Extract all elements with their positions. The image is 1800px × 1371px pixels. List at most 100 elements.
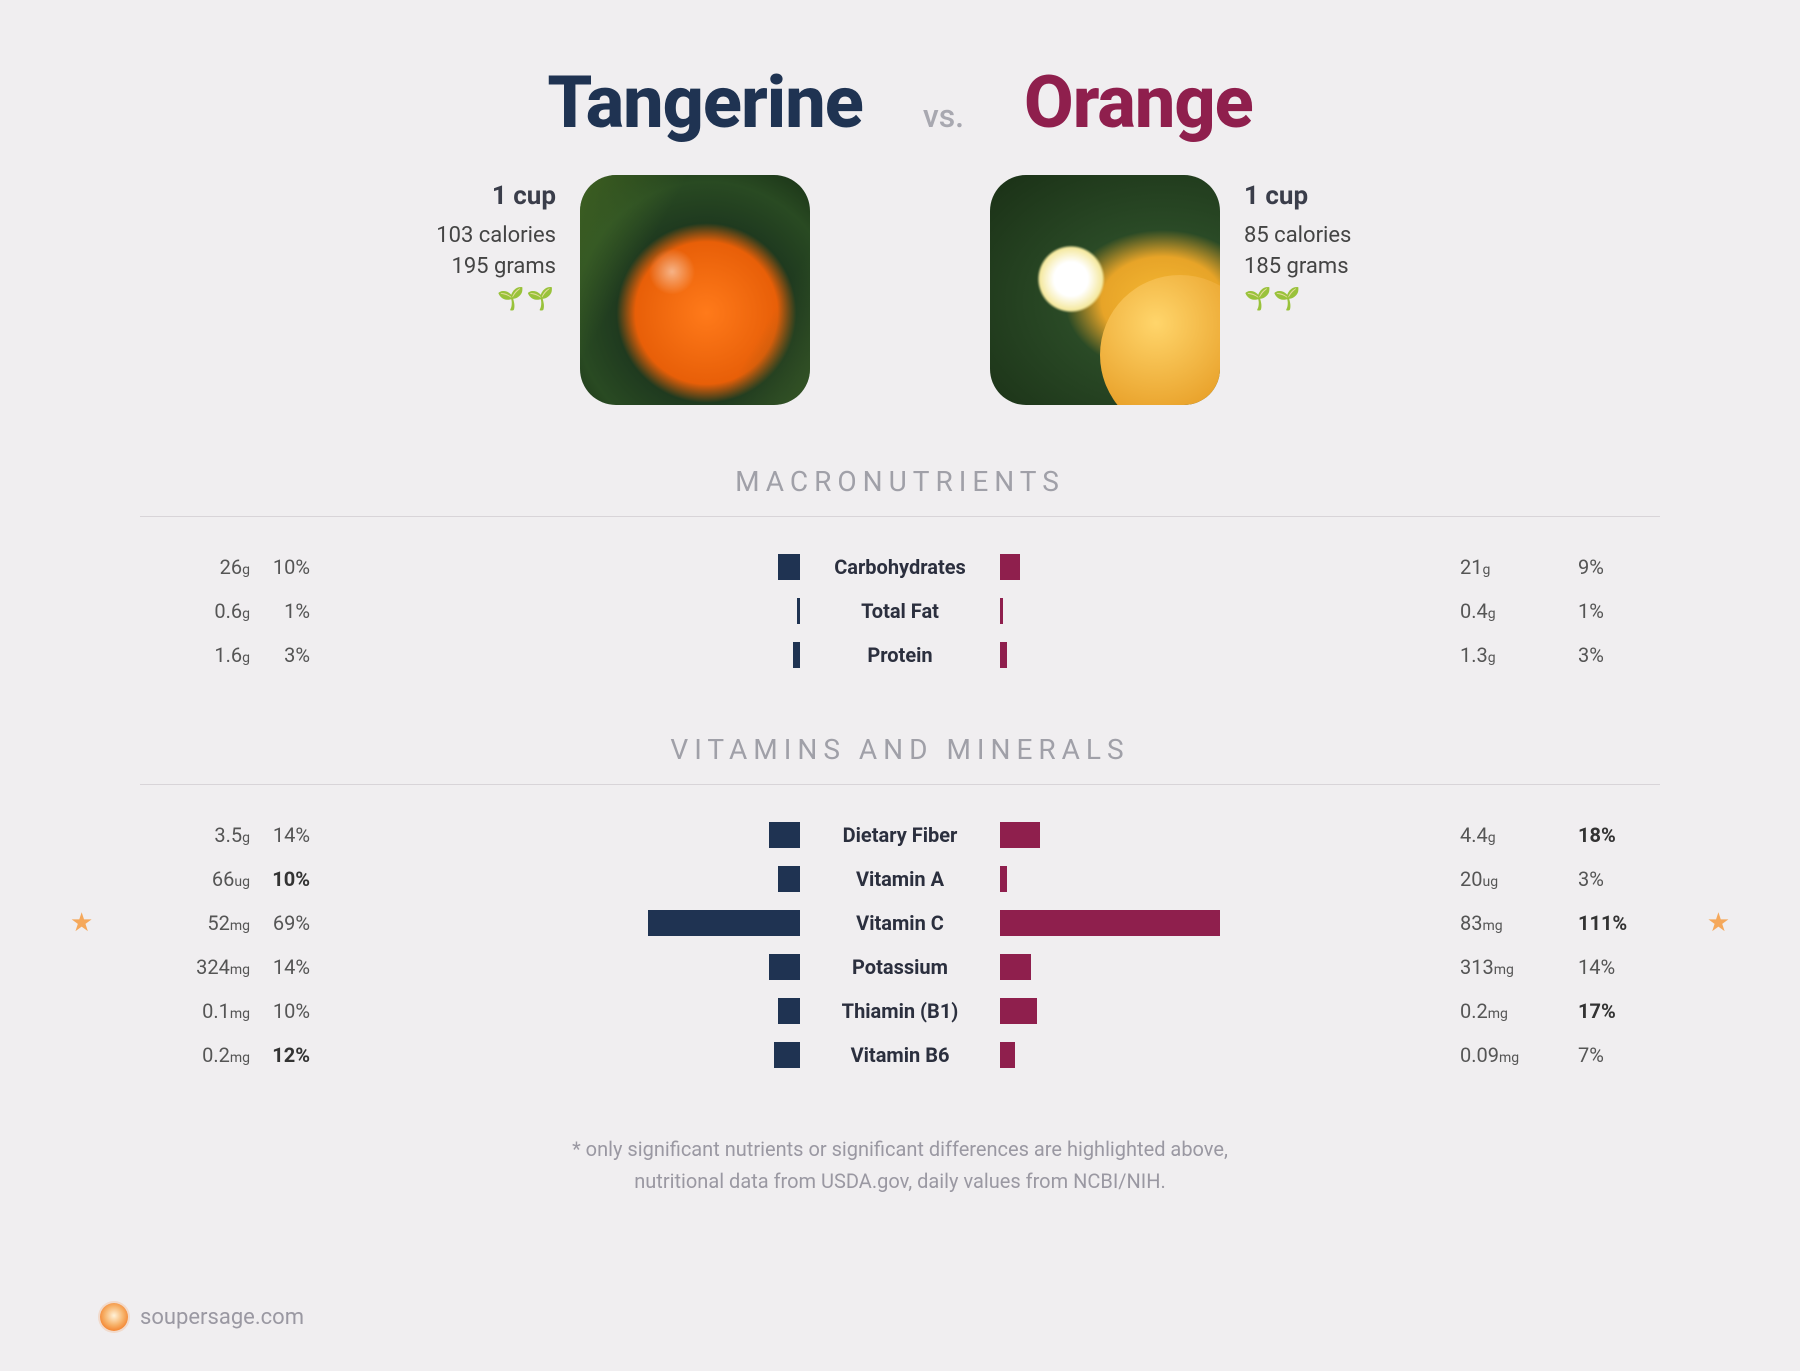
vitamins-chart: 3.5g14%Dietary Fiber4.4g18%66ug10%Vitami… [140, 813, 1660, 1077]
left-bar-area [340, 633, 800, 677]
right-bar [1000, 642, 1007, 668]
nutrient-row: 66ug10% Vitamin A 20ug3% [140, 857, 1660, 901]
vitamins-section-title: VITAMINS AND MINERALS [100, 733, 1700, 766]
footnote: * only significant nutrients or signific… [100, 1133, 1700, 1197]
left-value: 1.6g [140, 643, 250, 667]
right-percent: 18% [1570, 823, 1660, 847]
left-percent: 3% [250, 643, 340, 667]
left-leaves-icon: 🌱🌱 [386, 287, 556, 312]
right-percent: 9% [1570, 555, 1660, 579]
right-calories: 85 calories [1244, 223, 1414, 248]
left-value: 0.1mg [140, 999, 250, 1023]
right-bar-area [1000, 813, 1460, 857]
right-bar-area [1000, 901, 1460, 945]
footnote-line: * only significant nutrients or signific… [100, 1133, 1700, 1165]
nutrient-row: 3.5g14%Dietary Fiber4.4g18% [140, 813, 1660, 857]
right-percent: 3% [1570, 643, 1660, 667]
left-bar [774, 1042, 800, 1068]
right-bar [1000, 998, 1037, 1024]
left-bar [778, 866, 800, 892]
right-bar-area [1000, 857, 1460, 901]
left-bar-area [340, 901, 800, 945]
right-bar [1000, 554, 1020, 580]
tangerine-photo [580, 175, 810, 405]
right-value: 0.4g [1460, 599, 1570, 623]
left-calories: 103 calories [386, 223, 556, 248]
intro-row: 1 cup 103 calories 195 grams 🌱🌱 1 cup 85… [100, 175, 1700, 405]
right-bar-area [1000, 1033, 1460, 1077]
nutrient-row: 0.6g1%Total Fat0.4g1% [140, 589, 1660, 633]
nutrient-label: Vitamin C [800, 911, 1000, 935]
nutrient-label: Vitamin A [800, 867, 1000, 891]
left-bar-area [340, 989, 800, 1033]
left-percent: 14% [250, 955, 340, 979]
nutrient-row: 324mg14%Potassium313mg14% [140, 945, 1660, 989]
orange-photo [990, 175, 1220, 405]
macros-chart: 26g10% Carbohydrates 21g9% 0.6g1%Total Fat0… [140, 545, 1660, 677]
left-bar [778, 554, 800, 580]
title-right: Orange [1024, 60, 1253, 145]
right-percent: 14% [1570, 955, 1660, 979]
left-value: 66ug [140, 867, 250, 891]
brand-icon [100, 1303, 128, 1331]
brand: soupersage.com [100, 1303, 304, 1331]
left-bar-area [340, 857, 800, 901]
vs-label: vs. [923, 97, 964, 135]
nutrient-row: 0.2mg12%Vitamin B60.09mg7% [140, 1033, 1660, 1077]
right-percent: 17% [1570, 999, 1660, 1023]
left-bar-area [340, 813, 800, 857]
nutrient-row: ★★52mg69%Vitamin C83mg111% [140, 901, 1660, 945]
nutrient-label: Dietary Fiber [800, 823, 1000, 847]
nutrient-row: 0.1mg10%Thiamin (B1)0.2mg17% [140, 989, 1660, 1033]
left-value: 0.2mg [140, 1043, 250, 1067]
right-value: 0.09mg [1460, 1043, 1570, 1067]
right-leaves-icon: 🌱🌱 [1244, 287, 1414, 312]
left-bar [769, 954, 800, 980]
title-left: Tangerine [547, 60, 863, 145]
right-value: 20ug [1460, 867, 1570, 891]
left-value: 52mg [140, 911, 250, 935]
left-bar-area [340, 545, 800, 589]
left-serving: 1 cup [386, 181, 556, 211]
left-bar [648, 910, 800, 936]
right-bar-area [1000, 989, 1460, 1033]
right-value: 83mg [1460, 911, 1570, 935]
comparison-header: Tangerine vs. Orange [100, 60, 1700, 145]
left-percent: 14% [250, 823, 340, 847]
right-bar-area [1000, 589, 1460, 633]
right-percent: 7% [1570, 1043, 1660, 1067]
nutrient-label: Thiamin (B1) [800, 999, 1000, 1023]
left-percent: 10% [250, 867, 340, 891]
right-value: 313mg [1460, 955, 1570, 979]
right-percent: 1% [1570, 599, 1660, 623]
star-icon: ★ [70, 908, 93, 938]
divider [140, 516, 1660, 517]
right-grams: 185 grams [1244, 254, 1414, 279]
right-bar-area [1000, 945, 1460, 989]
left-percent: 10% [250, 555, 340, 579]
right-summary: 1 cup 85 calories 185 grams 🌱🌱 [990, 175, 1414, 405]
left-value: 26g [140, 555, 250, 579]
nutrient-label: Protein [800, 643, 1000, 667]
right-percent: 111% [1570, 911, 1660, 935]
left-bar [769, 822, 800, 848]
right-value: 1.3g [1460, 643, 1570, 667]
left-value: 324mg [140, 955, 250, 979]
nutrient-label: Carbohydrates [800, 555, 1000, 579]
right-serving: 1 cup [1244, 181, 1414, 211]
left-bar-area [340, 589, 800, 633]
footnote-line: nutritional data from USDA.gov, daily va… [100, 1165, 1700, 1197]
nutrient-row: 26g10% Carbohydrates 21g9% [140, 545, 1660, 589]
left-percent: 1% [250, 599, 340, 623]
left-percent: 12% [250, 1043, 340, 1067]
right-value: 21g [1460, 555, 1570, 579]
right-bar-area [1000, 545, 1460, 589]
right-percent: 3% [1570, 867, 1660, 891]
left-value: 0.6g [140, 599, 250, 623]
star-icon: ★ [1707, 908, 1730, 938]
left-percent: 69% [250, 911, 340, 935]
brand-text: soupersage.com [140, 1305, 304, 1330]
left-bar [793, 642, 800, 668]
right-bar [1000, 910, 1220, 936]
right-value: 4.4g [1460, 823, 1570, 847]
